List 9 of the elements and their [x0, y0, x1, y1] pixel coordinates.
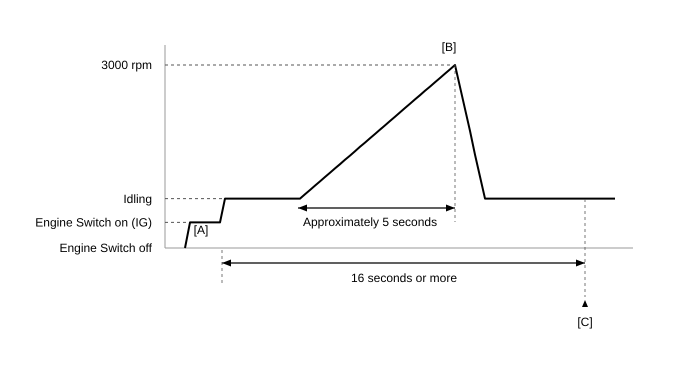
ref-line-label: Idling — [123, 192, 152, 206]
annotation: [A] — [194, 223, 208, 238]
annotation: Approximately 5 seconds — [303, 215, 438, 230]
ref-line-label: Engine Switch on (IG) — [35, 216, 152, 230]
text: [C] — [577, 315, 593, 330]
text: [B] — [442, 40, 456, 54]
ref-line-label: Engine Switch off — [59, 241, 153, 256]
text: 16 seconds or more — [350, 271, 458, 286]
ref-line-label: 3000 rpm — [101, 58, 152, 72]
